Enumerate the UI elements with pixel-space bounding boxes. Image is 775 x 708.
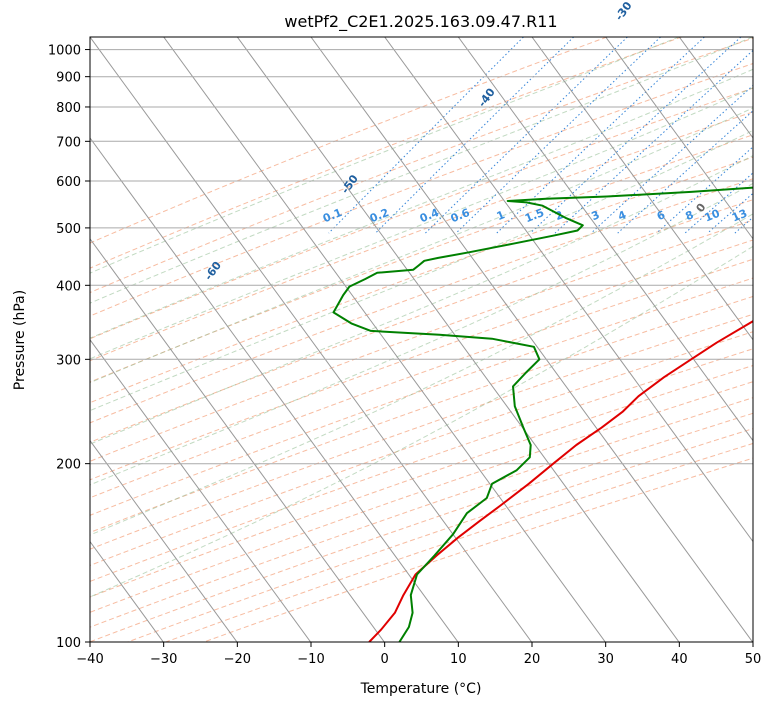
dry-adiabat [90, 219, 753, 462]
dry-adiabat [90, 397, 753, 628]
plot-background [90, 37, 753, 642]
chart-title: wetPf2_C2E1.2025.163.09.47.R11 [284, 12, 557, 32]
dry-adiabat [90, 37, 682, 269]
dry-adiabat [165, 442, 753, 642]
isotherm [90, 338, 312, 642]
y-tick-label: 300 [56, 353, 81, 368]
mixing-ratio-line [656, 146, 753, 234]
isotherm [752, 37, 753, 38]
isotherm [605, 37, 753, 240]
dry-adiabat [90, 156, 753, 404]
isotherm [310, 37, 753, 642]
pressure-grid [90, 49, 753, 642]
dewpoint-profile [332, 186, 753, 642]
x-tick-label: −20 [224, 652, 251, 667]
y-tick-label: 600 [56, 175, 81, 190]
dry-adiabat [203, 457, 753, 642]
isotherm [90, 137, 459, 642]
y-axis-title: Pressure (hPa) [12, 290, 28, 390]
moist-adiabat [90, 213, 753, 536]
x-tick-label: −30 [150, 652, 177, 667]
plot-frame [89, 36, 754, 643]
x-tick-label: 10 [450, 652, 467, 667]
dry-adiabat [90, 258, 753, 499]
dry-adiabat [90, 364, 753, 598]
y-tick-label: 200 [56, 458, 81, 473]
moist-adiabat [90, 182, 753, 486]
mixing-ratio-label: 8 [684, 208, 696, 223]
moist-adiabat [90, 68, 753, 339]
mixing-ratio-line [425, 37, 628, 234]
y-axis: 100 200 300 400 500 600 700 800 900 1000 [48, 44, 90, 651]
isotherm [163, 37, 606, 642]
x-tick-label: 40 [671, 652, 688, 667]
dry-adiabat [90, 134, 753, 383]
mixing-ratio-line [496, 37, 705, 234]
y-tick-label: 800 [56, 101, 81, 116]
dry-adiabat [90, 348, 753, 582]
isotherm [457, 37, 753, 442]
x-tick-label: 20 [524, 652, 541, 667]
mixing-ratio-labels: 0.1 0.2 0.4 0.6 1 1.5 2 3 4 6 8 10 13 [321, 206, 749, 225]
moist-adiabat [90, 87, 753, 360]
mixing-ratio-line [328, 37, 524, 234]
mixing-ratio-line [757, 37, 775, 233]
dry-adiabat [90, 199, 753, 443]
profile-series [332, 186, 753, 642]
y-tick-label: 700 [56, 135, 81, 150]
x-tick-label: 30 [597, 652, 614, 667]
temperature-profile [368, 320, 753, 642]
moist-adiabat [90, 245, 753, 598]
isotherm [90, 439, 238, 642]
x-tick-label: −40 [76, 652, 103, 667]
mixing-ratio-label: 10 [703, 207, 722, 225]
x-axis-title: Temperature (°C) [360, 681, 482, 697]
x-axis: −40 −30 −20 −10 0 10 20 30 40 50 [76, 642, 761, 667]
x-tick-label: 50 [745, 652, 762, 667]
dry-adiabat [90, 37, 608, 244]
x-tick-label: −10 [297, 652, 324, 667]
y-tick-label: 500 [56, 222, 81, 237]
isotherm [90, 237, 385, 642]
x-tick-label: 0 [381, 652, 389, 667]
dry-adiabat [90, 295, 753, 533]
y-tick-label: 400 [56, 279, 81, 294]
y-tick-label: 100 [56, 636, 81, 651]
dry-adiabat [90, 63, 753, 317]
mixing-ratio-label: 1 [495, 208, 507, 223]
moist-adiabat [90, 37, 680, 274]
mixing-ratio-label: 3 [590, 208, 602, 223]
dry-adiabat [90, 178, 753, 424]
mixing-ratio-label: 13 [730, 207, 749, 225]
dry-adiabat [90, 331, 753, 566]
dry-adiabat [90, 381, 753, 613]
y-tick-label: 900 [56, 71, 81, 86]
moist-adiabat [90, 129, 753, 412]
isotherm-label: -30 [612, 0, 634, 23]
y-tick-label: 1000 [48, 44, 81, 59]
dry-adiabat [90, 37, 753, 294]
dry-adiabat [90, 111, 753, 362]
isotherm [90, 37, 533, 642]
isotherm [236, 37, 680, 642]
mixing-ratio-line [590, 84, 753, 234]
